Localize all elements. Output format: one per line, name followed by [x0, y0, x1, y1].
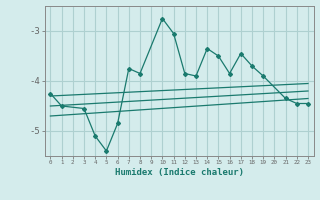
X-axis label: Humidex (Indice chaleur): Humidex (Indice chaleur) [115, 168, 244, 177]
